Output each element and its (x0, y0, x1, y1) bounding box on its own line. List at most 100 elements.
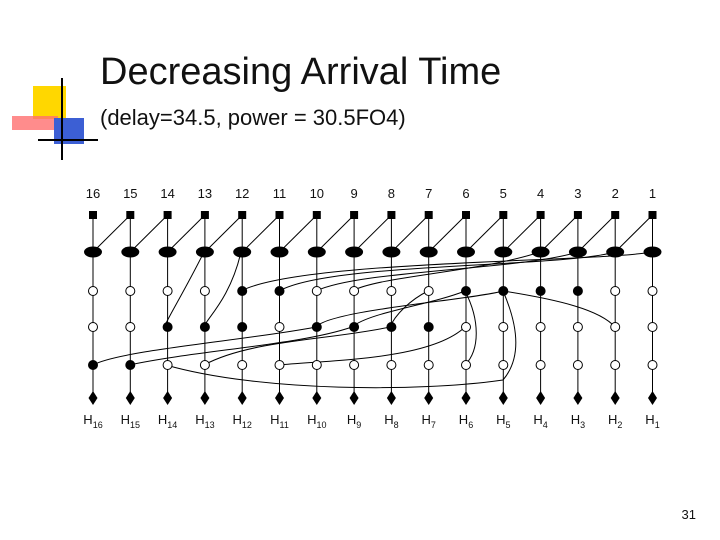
black-node (535, 286, 546, 296)
output-node (648, 391, 657, 405)
prefix-node (345, 246, 364, 258)
output-label-sub: 13 (205, 420, 215, 430)
wire (502, 214, 541, 253)
prefix-node (531, 246, 550, 258)
buffer-node (610, 322, 621, 332)
output-label-base: H (307, 412, 316, 427)
black-node (461, 286, 471, 296)
buffer-node (647, 322, 658, 332)
prefix-node (270, 246, 289, 258)
input-label: 10 (310, 186, 324, 201)
buffer-node (162, 286, 173, 296)
output-label-base: H (533, 412, 542, 427)
black-node (199, 322, 210, 332)
wire (428, 214, 467, 253)
output-label: H4 (533, 412, 547, 430)
output-label: H3 (571, 412, 585, 430)
prefix-node (494, 246, 513, 258)
output-label-base: H (459, 412, 468, 427)
buffer-node (386, 360, 397, 370)
output-node (312, 391, 322, 405)
output-label-sub: 16 (93, 420, 103, 430)
prefix-node (233, 246, 252, 258)
output-label-sub: 5 (505, 420, 510, 430)
input-label: 15 (123, 186, 137, 201)
input-label: 11 (273, 186, 287, 201)
output-label: H2 (608, 412, 622, 430)
input-node (462, 211, 470, 219)
buffer-node (274, 360, 285, 370)
buffer-node (199, 360, 210, 370)
output-label-sub: 4 (543, 420, 548, 430)
output-label-base: H (608, 412, 617, 427)
buffer-node (274, 322, 285, 332)
buffer-node (610, 286, 621, 296)
input-node (89, 211, 97, 219)
wire (389, 290, 429, 328)
output-label-sub: 10 (316, 420, 326, 430)
output-node (349, 391, 359, 405)
wire (540, 214, 579, 253)
black-node (349, 322, 360, 332)
input-label: 4 (537, 186, 544, 201)
output-node (386, 391, 396, 405)
buffer-node (572, 322, 583, 332)
output-node (424, 391, 434, 405)
wire (391, 214, 430, 253)
output-node (237, 391, 247, 405)
input-node (163, 211, 172, 219)
buffer-node (647, 286, 658, 296)
output-label: H13 (195, 412, 214, 430)
input-node (275, 211, 284, 219)
wire (167, 214, 206, 253)
output-label: H14 (158, 412, 177, 430)
input-node (424, 211, 433, 219)
output-label: H12 (232, 412, 251, 430)
wire (614, 214, 653, 253)
input-node (312, 211, 321, 219)
input-node (573, 211, 582, 219)
prefix-diagram: 16H1615H1514H1413H1312H1211H1110H109H98H… (83, 186, 662, 430)
input-node (499, 211, 508, 219)
output-label-base: H (121, 412, 130, 427)
black-node (311, 322, 322, 332)
prefix-node (195, 246, 214, 258)
prefix-node (643, 246, 662, 258)
output-node (610, 391, 620, 405)
output-label-sub: 12 (242, 420, 252, 430)
input-label: 8 (388, 186, 395, 201)
input-label: 1 (649, 186, 656, 201)
output-label-base: H (384, 412, 393, 427)
black-node (423, 322, 434, 332)
input-label: 12 (235, 186, 249, 201)
buffer-node (125, 286, 136, 296)
wire (315, 251, 579, 292)
output-node (125, 391, 135, 405)
wire (316, 214, 355, 253)
output-label: H16 (83, 412, 102, 430)
output-label: H8 (384, 412, 398, 430)
input-node (350, 211, 359, 219)
buffer-node (461, 360, 471, 370)
page-number: 31 (682, 507, 696, 522)
black-node (162, 322, 173, 332)
output-label: H9 (347, 412, 361, 430)
output-label-sub: 14 (167, 420, 177, 430)
output-label: H11 (270, 412, 289, 430)
prefix-node (84, 246, 102, 258)
wire (351, 251, 541, 292)
output-node (200, 391, 210, 405)
input-node (648, 211, 657, 219)
input-label: 13 (198, 186, 212, 201)
wire (129, 214, 168, 253)
wire (279, 214, 318, 253)
black-node (237, 286, 248, 296)
prefix-node (158, 246, 177, 258)
output-label-base: H (232, 412, 241, 427)
black-node (88, 360, 98, 370)
output-node (163, 391, 173, 405)
output-label: H15 (121, 412, 140, 430)
output-label-base: H (83, 412, 92, 427)
output-node (498, 391, 508, 405)
buffer-node (311, 360, 322, 370)
